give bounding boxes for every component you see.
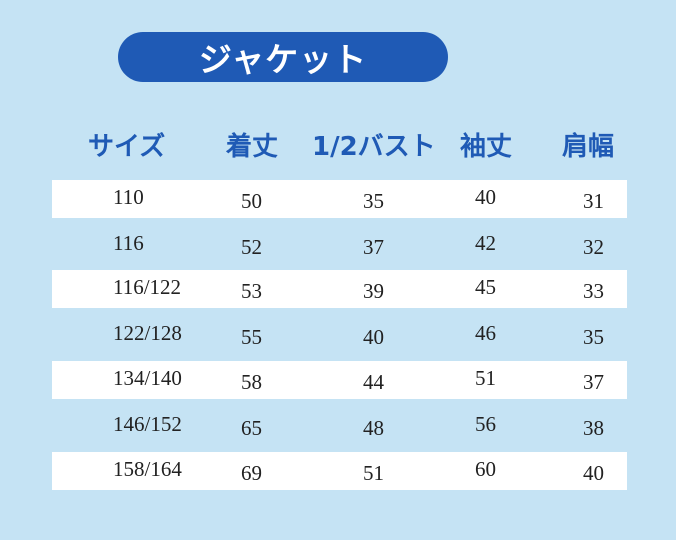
table-row: 116/122 53 39 45 33 (52, 270, 627, 308)
page-title: ジャケット (118, 32, 448, 82)
header-shoulder: 肩幅 (562, 132, 615, 162)
shoulder-cell: 38 (583, 416, 604, 440)
size-cell: 122/128 (113, 321, 182, 345)
sleeve-cell: 40 (475, 185, 496, 209)
table-row: 110 50 35 40 31 (52, 180, 627, 218)
length-cell: 69 (241, 461, 262, 485)
sleeve-cell: 56 (475, 412, 496, 436)
bust-cell: 37 (363, 235, 384, 259)
table-row: 122/128 55 40 46 35 (52, 316, 627, 354)
sleeve-cell: 60 (475, 457, 496, 481)
shoulder-cell: 33 (583, 279, 604, 303)
shoulder-cell: 37 (583, 370, 604, 394)
shoulder-cell: 40 (583, 461, 604, 485)
size-cell: 116 (113, 231, 144, 255)
header-size: サイズ (88, 132, 166, 162)
table-row: 158/164 69 51 60 40 (52, 452, 627, 490)
header-bust: 1/2バスト (312, 132, 436, 162)
length-cell: 53 (241, 279, 262, 303)
length-cell: 65 (241, 416, 262, 440)
size-cell: 146/152 (113, 412, 182, 436)
bust-cell: 51 (363, 461, 384, 485)
header-length: 着丈 (226, 132, 279, 162)
sleeve-cell: 45 (475, 275, 496, 299)
table-row: 146/152 65 48 56 38 (52, 407, 627, 445)
table-row: 116 52 37 42 32 (52, 226, 627, 264)
sleeve-cell: 42 (475, 231, 496, 255)
size-cell: 116/122 (113, 275, 182, 299)
shoulder-cell: 35 (583, 325, 604, 349)
bust-cell: 35 (363, 189, 384, 213)
length-cell: 50 (241, 189, 262, 213)
shoulder-cell: 31 (583, 189, 604, 213)
bust-cell: 48 (363, 416, 384, 440)
table-row: 134/140 58 44 51 37 (52, 361, 627, 399)
size-cell: 158/164 (113, 457, 182, 481)
length-cell: 55 (241, 325, 262, 349)
sleeve-cell: 51 (475, 366, 496, 390)
header-sleeve: 袖丈 (460, 132, 513, 162)
length-cell: 52 (241, 235, 262, 259)
size-cell: 134/140 (113, 366, 182, 390)
length-cell: 58 (241, 370, 262, 394)
shoulder-cell: 32 (583, 235, 604, 259)
bust-cell: 44 (363, 370, 384, 394)
sleeve-cell: 46 (475, 321, 496, 345)
size-cell: 110 (113, 185, 144, 209)
bust-cell: 39 (363, 279, 384, 303)
bust-cell: 40 (363, 325, 384, 349)
